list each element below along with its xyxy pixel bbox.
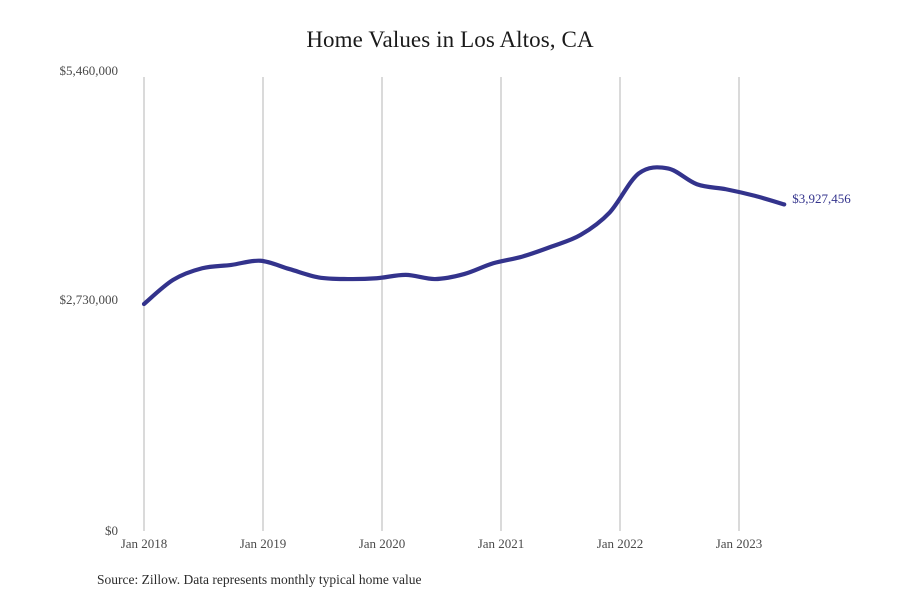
gridlines-group	[143, 77, 740, 531]
y-axis-tick-label-mid: $2,730,000	[59, 292, 119, 307]
home-value-line-series	[141, 165, 787, 307]
source-note: Source: Zillow. Data represents monthly …	[97, 572, 422, 587]
y-axis-tick-label-top: $5,460,000	[59, 63, 119, 78]
x-axis-tick-label: Jan 2021	[477, 536, 525, 551]
x-axis-tick-label: Jan 2018	[120, 536, 168, 551]
y-axis-tick-label-zero: $0	[105, 523, 118, 538]
x-axis-tick-label: Jan 2020	[358, 536, 406, 551]
end-value-annotation: $3,927,456	[792, 191, 851, 207]
x-axis-tick-label: Jan 2019	[239, 536, 287, 551]
chart-title: Home Values in Los Altos, CA	[306, 27, 594, 52]
x-axis-tick-label: Jan 2022	[596, 536, 644, 551]
x-axis-tick-label: Jan 2023	[715, 536, 763, 551]
